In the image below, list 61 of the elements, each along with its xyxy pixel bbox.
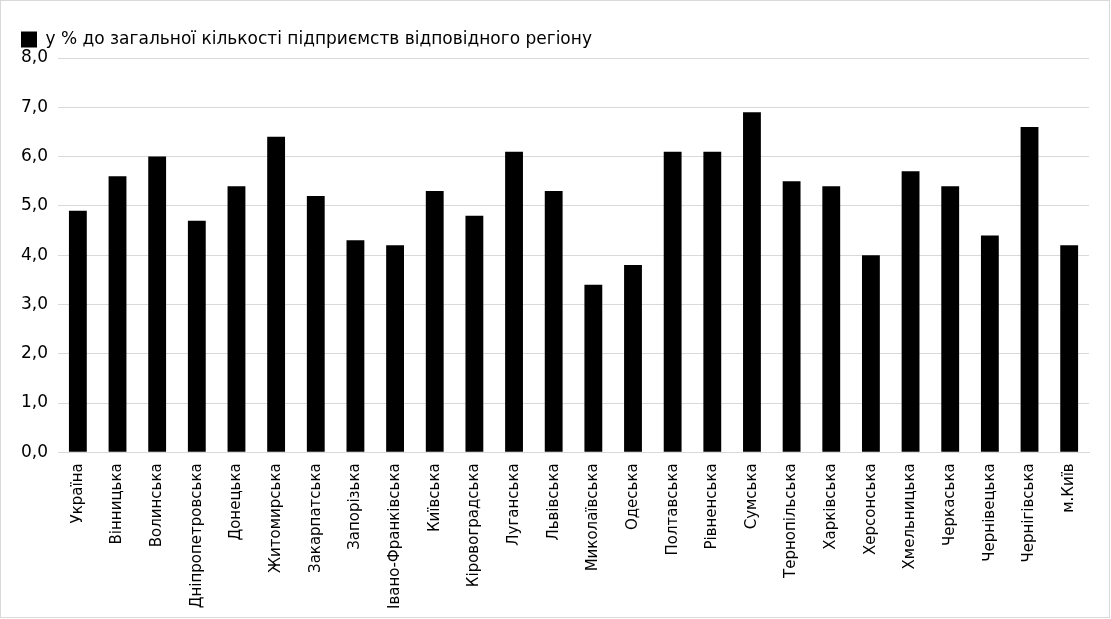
bar [267,136,286,452]
y-tick-label: 5,0 [20,194,49,215]
bar [941,186,960,452]
bar [425,191,444,452]
bar [703,151,722,452]
x-tick-label: Івано-Франківська [384,463,403,610]
x-tick-label: Вінницька [107,463,126,545]
x-tick-label: Київська [424,463,443,533]
bar [108,176,127,452]
bar [1020,127,1039,452]
bar [306,196,325,452]
y-tick-label: 2,0 [20,342,49,363]
bar [68,210,87,452]
legend-label: у % до загальної кількості підприємств відповідного регіону [45,27,592,48]
x-tick-label: Кіровоградська [464,463,483,588]
bar [980,235,999,452]
x-tick-label: Полтавська [662,463,681,556]
y-tick-label: 0,0 [20,440,49,461]
bar [1060,245,1079,452]
x-tick-label: Одеська [622,463,641,531]
x-tick-label: Херсонська [860,463,879,555]
y-tick-label: 3,0 [20,292,49,313]
y-tick-label: 4,0 [20,243,49,264]
x-tick-label: м.Київ [1059,463,1078,513]
x-tick-label: Чернігівська [1019,463,1038,563]
bar [505,151,523,452]
x-tick-label: Запорізька [345,463,364,550]
y-tick-label: 6,0 [20,145,49,165]
bar [861,255,880,452]
x-tick-label: Чернівецька [979,463,998,562]
x-tick-label: Харківська [821,463,840,550]
bar [346,240,365,452]
x-tick-label: Донецька [226,463,245,541]
bar [663,151,682,452]
bar [822,186,841,452]
bar [465,215,484,452]
x-tick-label: Миколаївська [583,463,602,572]
bar [743,112,761,452]
bar [386,245,404,452]
bar [148,156,167,452]
x-tick-label: Волинська [147,463,166,548]
bar [901,171,920,452]
bar [782,181,801,452]
x-tick-label: Луганська [503,463,522,546]
x-tick-label: Дніпропетровська [186,463,205,609]
bar [227,186,246,452]
bar [584,284,603,452]
x-tick-label: Львівська [543,463,562,541]
x-tick-label: Черкаська [940,463,959,546]
y-tick-label: 1,0 [20,391,49,412]
bar [544,191,563,452]
x-tick-label: Україна [67,463,86,524]
bar [624,265,642,452]
y-tick-label: 7,0 [20,95,49,116]
bar [187,220,206,452]
x-tick-label: Житомирська [266,463,285,574]
x-tick-label: Хмельницька [900,463,919,570]
x-tick-label: Рівненська [702,463,721,550]
x-tick-label: Тернопільська [781,463,800,579]
x-tick-label: Сумська [741,463,760,530]
x-tick-label: Закарпатська [305,463,324,573]
